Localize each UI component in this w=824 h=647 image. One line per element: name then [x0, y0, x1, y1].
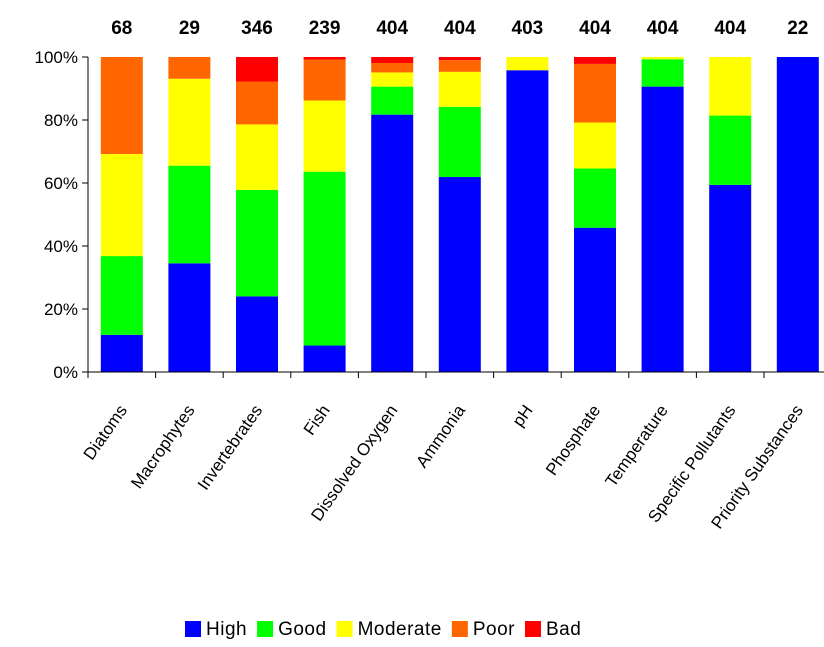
- bar-segment-high-9: [709, 184, 752, 372]
- bar-segment-bad-2: [236, 57, 278, 82]
- bar-segment-moderate-1: [168, 78, 211, 166]
- bar-segment-good-5: [438, 106, 481, 178]
- y-axis: 0% 20% 40% 60% 80% 100%: [35, 48, 89, 382]
- bar-count-label: 404: [376, 18, 408, 39]
- legend-swatch-high: [185, 621, 201, 637]
- bar-segment-high-0: [100, 334, 143, 372]
- legend-label-high: High: [206, 619, 247, 640]
- bar-segment-poor-1: [168, 57, 211, 79]
- bar-segment-bad-5: [438, 57, 481, 61]
- bar-segment-good-3: [303, 171, 346, 346]
- bar-segment-good-2: [236, 189, 278, 297]
- legend-label-poor: Poor: [473, 619, 515, 640]
- y-tick-label: 40%: [44, 237, 78, 256]
- bar-segment-bad-7: [574, 57, 616, 64]
- bar-segment-poor-5: [438, 60, 481, 72]
- bar-segment-poor-3: [303, 59, 346, 101]
- x-tick-label: pH: [509, 401, 537, 430]
- bar-count-label: 404: [714, 18, 746, 39]
- bar-segment-high-8: [641, 86, 684, 373]
- legend-swatch-poor: [451, 621, 468, 637]
- x-tick-label: Invertebrates: [194, 401, 266, 493]
- bar-segment-moderate-6: [506, 57, 549, 71]
- y-tick-label: 60%: [44, 174, 78, 193]
- bar-count-label: 346: [241, 18, 273, 39]
- bar-segment-high-1: [168, 263, 211, 372]
- bar-count-label: 68: [111, 18, 132, 39]
- y-tick-label: 0%: [53, 363, 78, 382]
- bar-segment-moderate-2: [236, 124, 278, 190]
- bar-segment-moderate-4: [371, 72, 414, 87]
- bar-count-label: 22: [787, 18, 808, 39]
- bar-segment-high-3: [303, 345, 346, 372]
- bar-segment-high-2: [236, 296, 278, 372]
- bar-count-label: 239: [309, 18, 341, 39]
- bar-segment-high-4: [371, 114, 414, 373]
- bar-count-label: 403: [512, 18, 544, 39]
- bar-segment-good-0: [100, 256, 143, 335]
- legend-label-bad: Bad: [546, 619, 581, 640]
- y-tick-label: 80%: [44, 111, 78, 130]
- bar-segment-poor-2: [236, 81, 278, 125]
- legend-swatch-moderate: [336, 621, 353, 637]
- x-tick-label: Fish: [300, 401, 334, 438]
- bar-segment-poor-4: [371, 62, 414, 73]
- bar-segment-poor-0: [100, 57, 143, 155]
- bar-segment-moderate-0: [100, 154, 143, 257]
- legend-swatch-bad: [524, 621, 541, 637]
- bar-segment-good-8: [641, 59, 684, 87]
- x-tick-label: Phosphate: [542, 401, 604, 478]
- bars: [100, 57, 819, 373]
- bar-segment-good-4: [371, 86, 414, 115]
- bar-count-label: 404: [647, 18, 679, 39]
- bar-segment-high-6: [506, 70, 549, 372]
- bar-segment-moderate-7: [574, 122, 616, 169]
- y-tick-label: 20%: [44, 300, 78, 319]
- bar-segment-high-10: [776, 57, 819, 372]
- x-tick-label: Ammonia: [412, 401, 469, 471]
- bar-segment-good-9: [709, 115, 752, 185]
- legend-swatch-good: [257, 621, 274, 637]
- y-tick-label: 100%: [35, 48, 78, 67]
- bar-segment-high-7: [574, 227, 616, 372]
- bar-segment-good-7: [574, 168, 616, 228]
- bar-count-label: 29: [179, 18, 200, 39]
- bar-segment-moderate-8: [641, 57, 684, 60]
- bar-segment-moderate-5: [438, 71, 481, 107]
- x-tick-label: Temperature: [602, 401, 672, 490]
- legend: High Good Moderate Poor Bad: [185, 619, 581, 640]
- bar-count-label: 404: [579, 18, 611, 39]
- bar-segment-bad-3: [303, 57, 346, 60]
- bar-segment-poor-7: [574, 63, 616, 123]
- bar-segment-high-5: [438, 177, 481, 372]
- x-tick-label: Diatoms: [80, 401, 131, 463]
- legend-label-moderate: Moderate: [358, 619, 442, 640]
- bar-segment-bad-4: [371, 57, 414, 63]
- x-tick-label: Macrophytes: [127, 401, 198, 492]
- legend-label-good: Good: [278, 619, 326, 640]
- bar-segment-good-1: [168, 165, 211, 264]
- bar-segment-moderate-9: [709, 57, 752, 116]
- bar-count-label: 404: [444, 18, 476, 39]
- bar-count-labels: 68 29 346 239 404 404 403 404 404 404 22: [111, 18, 808, 39]
- bar-segment-moderate-3: [303, 100, 346, 172]
